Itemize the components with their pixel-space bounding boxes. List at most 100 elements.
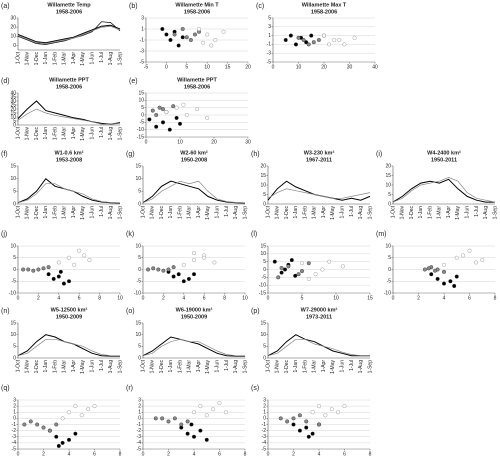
- point: [306, 276, 311, 281]
- y-tick-label: 2: [13, 403, 16, 409]
- point: [194, 107, 199, 112]
- y-tick-label: 2: [138, 403, 141, 409]
- x-tick-label: 1-Nov: [25, 52, 31, 66]
- panel-title: Willamette Max T: [302, 2, 347, 8]
- point: [176, 43, 181, 48]
- panel-label: (a): [1, 3, 10, 10]
- point: [442, 281, 447, 286]
- point: [179, 422, 184, 427]
- y-tick-label: 0: [138, 416, 141, 422]
- panel-title: W2-60 km²: [180, 149, 208, 156]
- point: [151, 266, 156, 271]
- point: [205, 32, 210, 37]
- y-tick-label: 10: [135, 243, 141, 249]
- x-tick-label: 1-Aug: [358, 206, 364, 220]
- y-tick-label: 20: [260, 163, 266, 169]
- y-tick-label: -3: [12, 434, 17, 440]
- x-tick-label: 4: [57, 295, 60, 301]
- point: [66, 255, 71, 260]
- panel-subtitle: 1953-2008: [56, 157, 82, 163]
- point: [285, 419, 290, 424]
- point: [171, 274, 176, 279]
- y-tick-label: 15: [10, 320, 16, 326]
- x-tick-label: 4: [182, 295, 185, 301]
- x-tick-label: 6: [203, 295, 206, 301]
- point: [332, 38, 337, 43]
- x-tick-label: 1-Mar: [62, 127, 68, 140]
- point: [181, 279, 186, 284]
- panel-subtitle: 1958-2006: [311, 9, 337, 15]
- x-tick-label: 1-Jun: [90, 206, 96, 219]
- series-line: [142, 180, 246, 204]
- panel-title: Willamette PPT: [49, 77, 89, 83]
- x-tick-label: 1-May: [80, 360, 86, 374]
- x-tick-label: 1-Feb: [52, 206, 58, 219]
- point: [56, 260, 61, 265]
- point: [176, 272, 181, 277]
- series-line: [17, 25, 121, 45]
- point: [223, 410, 228, 415]
- point: [279, 265, 284, 270]
- x-tick-label: 0: [17, 451, 20, 457]
- y-tick-label: 0: [13, 122, 16, 128]
- y-tick-label: 1: [138, 410, 141, 416]
- panel-label: (l): [251, 231, 257, 238]
- point: [157, 105, 162, 110]
- point: [92, 404, 97, 409]
- x-tick-label: 8: [494, 295, 497, 301]
- x-tick-label: 2: [37, 295, 40, 301]
- x-tick-label: 10: [296, 64, 302, 70]
- series-line: [142, 336, 245, 357]
- y-tick-label: 5: [13, 255, 16, 261]
- point: [286, 264, 291, 269]
- x-tick-label: 1-Dec: [34, 127, 40, 141]
- x-tick-label: 1-May: [205, 206, 211, 220]
- x-tick-label: 2: [162, 295, 165, 301]
- series-line: [267, 338, 370, 357]
- point: [198, 404, 203, 409]
- y-tick-label: -10: [137, 127, 144, 133]
- point: [429, 272, 434, 277]
- y-tick-label: -10: [384, 290, 391, 296]
- x-tick-label: 1-Jan: [418, 206, 424, 219]
- point: [461, 253, 466, 258]
- point: [279, 270, 284, 275]
- x-tick-label: 1-May: [80, 52, 86, 66]
- x-tick-label: 20: [245, 64, 251, 70]
- point: [60, 416, 65, 421]
- x-tick-label: 1-Apr: [71, 127, 77, 140]
- x-tick-label: 1-May: [80, 206, 86, 220]
- point: [442, 262, 447, 267]
- y-tick-label: 1: [13, 410, 16, 416]
- x-tick-label: 1-Feb: [177, 206, 183, 219]
- x-tick-label: 8: [98, 295, 101, 301]
- point: [189, 422, 194, 427]
- x-tick-label: 10: [177, 139, 183, 145]
- x-tick-label: 5: [301, 295, 304, 301]
- point: [171, 104, 176, 109]
- y-tick-label: 5: [138, 344, 141, 350]
- point: [188, 38, 193, 43]
- point: [352, 35, 357, 40]
- x-tick-label: 1-Feb: [177, 360, 183, 373]
- y-tick-label: -1: [262, 422, 267, 428]
- x-tick-label: 1-Aug: [108, 206, 114, 220]
- point: [300, 261, 305, 266]
- point: [61, 281, 66, 286]
- series-line: [392, 177, 496, 203]
- point: [337, 38, 342, 43]
- point: [192, 32, 197, 37]
- y-tick-label: 25: [10, 102, 16, 108]
- x-tick-label: 1-Apr: [71, 206, 77, 219]
- x-tick-label: 1-Oct: [140, 205, 146, 218]
- point: [342, 404, 347, 409]
- point: [160, 416, 165, 421]
- y-tick-label: -15: [137, 134, 144, 140]
- x-tick-label: 1-Oct: [265, 359, 271, 372]
- y-tick-label: 10: [10, 332, 16, 338]
- point: [22, 422, 27, 427]
- x-tick-label: 2: [42, 451, 45, 457]
- panel-subtitle: 1958-2006: [56, 84, 82, 90]
- x-tick-label: 1-Oct: [390, 205, 396, 218]
